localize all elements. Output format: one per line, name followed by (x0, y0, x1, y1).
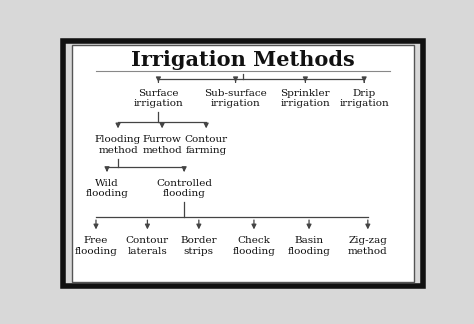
Text: Wild
flooding: Wild flooding (86, 179, 128, 198)
Text: Flooding
method: Flooding method (95, 135, 141, 155)
Text: Irrigation Methods: Irrigation Methods (131, 50, 355, 70)
Text: Contour
laterals: Contour laterals (126, 236, 169, 256)
FancyBboxPatch shape (63, 41, 423, 286)
Text: Drip
irrigation: Drip irrigation (339, 89, 389, 109)
Text: Basin
flooding: Basin flooding (288, 236, 330, 256)
FancyBboxPatch shape (72, 45, 414, 282)
Text: Contour
farming: Contour farming (185, 135, 228, 155)
Text: Zig-zag
method: Zig-zag method (348, 236, 388, 256)
Text: Furrow
method: Furrow method (142, 135, 182, 155)
Text: Surface
irrigation: Surface irrigation (134, 89, 183, 109)
Text: Sub-surface
irrigation: Sub-surface irrigation (204, 89, 267, 109)
Text: Controlled
flooding: Controlled flooding (156, 179, 212, 198)
Text: Check
flooding: Check flooding (233, 236, 275, 256)
Text: Border
strips: Border strips (181, 236, 217, 256)
Text: Free
flooding: Free flooding (74, 236, 118, 256)
Text: Sprinkler
irrigation: Sprinkler irrigation (281, 89, 330, 109)
